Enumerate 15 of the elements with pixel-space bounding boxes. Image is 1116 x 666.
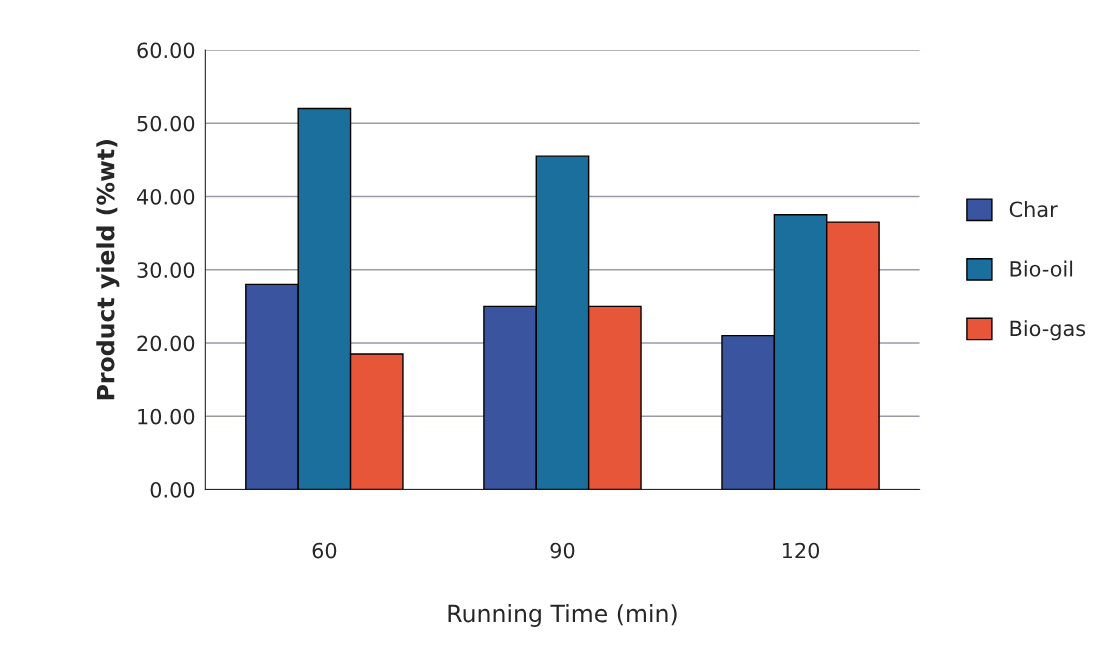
x-tick-label: 60 [312, 542, 337, 559]
y-tick-label: 10.00 [138, 408, 195, 425]
x-tick-label: 90 [550, 542, 575, 559]
legend-label: Bio-gas [1010, 320, 1086, 341]
legend-label: Bio-oil [1010, 260, 1073, 277]
x-tick-label: 120 [782, 542, 820, 559]
y-tick-label: 20.00 [137, 335, 195, 352]
y-tick-label: 30.00 [137, 262, 195, 278]
legend-label: Char [1009, 201, 1058, 218]
y-tick-label: 0.00 [150, 481, 195, 498]
y-tick-label: 60.00 [137, 42, 195, 59]
y-tick-label: 50.00 [137, 115, 195, 132]
x-axis-title: Running Time (min) [448, 604, 677, 627]
y-tick-label: 40.00 [137, 188, 195, 205]
y-axis-title: Product yield (%wt) [96, 140, 120, 400]
